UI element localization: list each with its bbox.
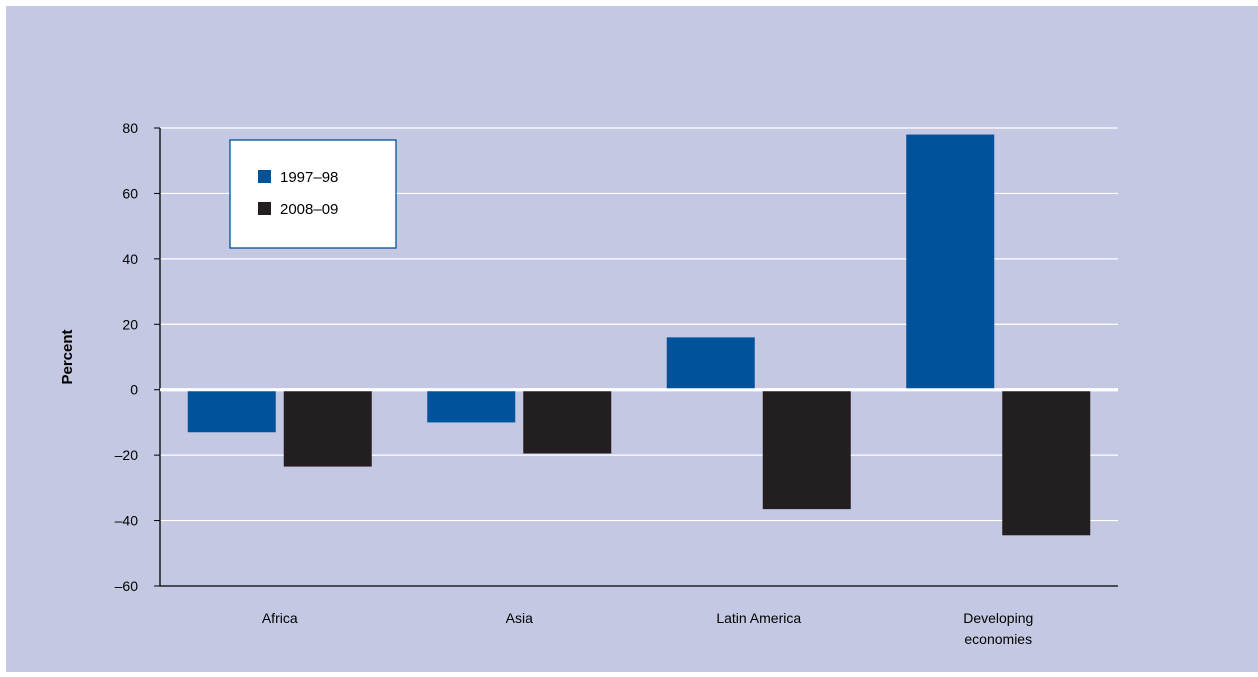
legend-label: 1997–98 xyxy=(280,169,338,186)
x-tick-label-line: Latin America xyxy=(716,610,801,626)
x-tick-label-line: Asia xyxy=(506,610,533,626)
y-tick-label: –20 xyxy=(115,447,139,463)
x-tick-label-line: Developing xyxy=(963,610,1033,626)
bar-developing-economies-series-1 xyxy=(906,134,995,390)
bar-asia-series-1 xyxy=(427,389,516,423)
legend-swatch xyxy=(258,202,271,215)
y-tick-label: 0 xyxy=(130,382,138,398)
legend: 1997–98 2008–09 xyxy=(229,139,397,249)
x-tick-label: Africa xyxy=(262,610,298,626)
bar-latin-america-series-1 xyxy=(666,337,755,390)
y-tick-label: 60 xyxy=(122,185,138,201)
bar-asia-series-2 xyxy=(523,389,612,454)
bar-africa-series-1 xyxy=(187,389,276,433)
x-tick-label: Latin America xyxy=(716,610,801,626)
y-tick-label: –40 xyxy=(115,513,139,529)
chart-figure: 80 60 40 20 0 –20 –40 –60 Africa Asia Latin Ameri… xyxy=(6,6,1258,672)
legend-swatch xyxy=(258,170,271,183)
bar-developing-economies-series-2 xyxy=(1002,389,1091,536)
bar-africa-series-2 xyxy=(283,389,372,467)
y-tick-label: 40 xyxy=(122,251,138,267)
bar-chart: 80 60 40 20 0 –20 –40 –60 Africa Asia Latin Ameri… xyxy=(6,6,1258,672)
legend-box xyxy=(229,139,397,249)
x-tick-label: Developing economies xyxy=(963,610,1033,647)
x-tick-label-line: economies xyxy=(964,631,1032,647)
y-tick-label: 80 xyxy=(122,120,138,136)
axes xyxy=(154,127,1118,587)
y-tick-label: –60 xyxy=(115,578,139,594)
y-axis-label: Percent xyxy=(59,329,76,384)
y-tick-labels: 80 60 40 20 0 –20 –40 –60 xyxy=(115,120,139,594)
bar-latin-america-series-2 xyxy=(762,389,851,510)
x-tick-label-line: Africa xyxy=(262,610,298,626)
bars xyxy=(187,134,1091,536)
legend-label: 2008–09 xyxy=(280,201,338,218)
x-tick-labels: Africa Asia Latin America Developing economi… xyxy=(262,610,1033,647)
chart-background xyxy=(6,6,1258,672)
y-tick-label: 20 xyxy=(122,316,138,332)
x-tick-label: Asia xyxy=(506,610,533,626)
